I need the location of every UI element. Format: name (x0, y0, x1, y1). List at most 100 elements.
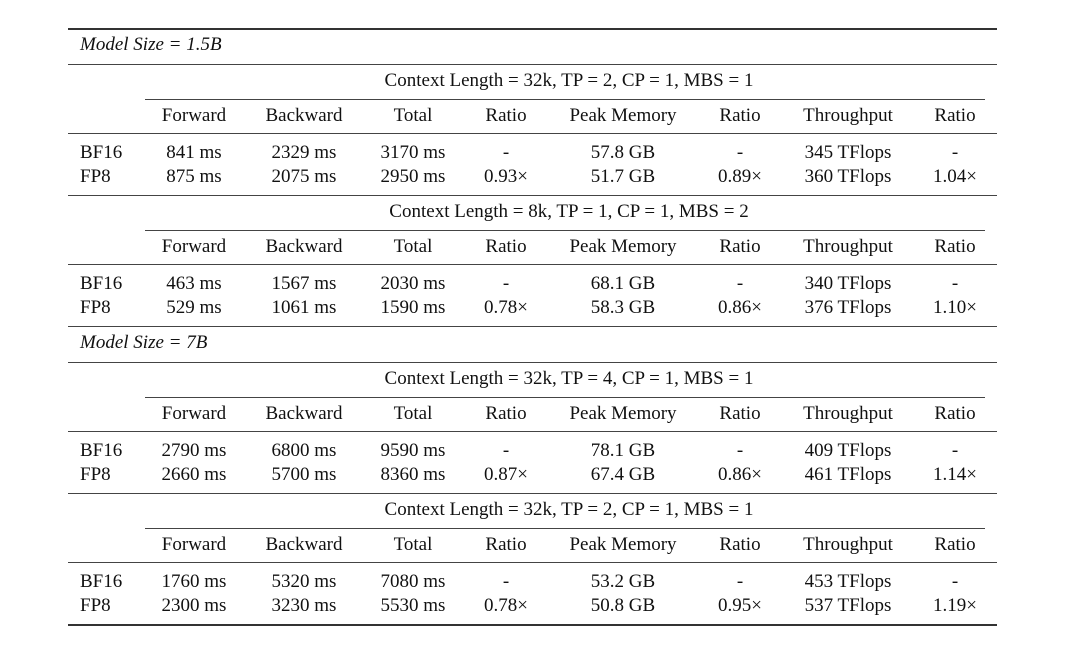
table-cell: 453 TFlops (804, 571, 892, 592)
table-cell: 2030 ms (380, 273, 446, 294)
table-cell: - (502, 440, 510, 461)
table-cell: 3230 ms (271, 595, 337, 616)
table-rule (68, 264, 997, 265)
table-rule (68, 326, 997, 327)
table-cell: 537 TFlops (804, 595, 892, 616)
table-cell: 2660 ms (161, 464, 227, 485)
table-rule (68, 431, 997, 432)
table-cell: 8360 ms (380, 464, 446, 485)
table-cell: - (502, 571, 510, 592)
table-cell: 0.86× (718, 297, 762, 318)
column-header: Ratio (719, 236, 761, 257)
config-heading: Context Length = 8k, TP = 1, CP = 1, MBS… (389, 201, 749, 222)
column-header: Peak Memory (569, 105, 677, 126)
column-header: Ratio (934, 403, 976, 424)
table-cell: 1.10× (933, 297, 977, 318)
table-cell: - (736, 142, 744, 163)
table-rule (68, 362, 997, 363)
table-rule (145, 397, 985, 398)
column-header: Throughput (803, 105, 893, 126)
column-header: Ratio (485, 534, 527, 555)
table-cell: 1590 ms (380, 297, 446, 318)
table-cell: 1.14× (933, 464, 977, 485)
row-label: FP8 (80, 464, 111, 485)
column-header: Ratio (719, 105, 761, 126)
table-cell: 78.1 GB (590, 440, 656, 461)
table-cell: 345 TFlops (804, 142, 892, 163)
table-rule (145, 99, 985, 100)
row-label: BF16 (80, 142, 123, 163)
table-cell: 2300 ms (161, 595, 227, 616)
row-label: BF16 (80, 440, 123, 461)
column-header: Peak Memory (569, 403, 677, 424)
config-heading: Context Length = 32k, TP = 2, CP = 1, MB… (384, 70, 754, 91)
table-cell: 0.87× (484, 464, 528, 485)
table-cell: 529 ms (166, 297, 222, 318)
table-cell: 5700 ms (271, 464, 337, 485)
row-label: BF16 (80, 273, 123, 294)
table-cell: 6800 ms (271, 440, 337, 461)
table-rule (68, 624, 997, 626)
table-cell: 7080 ms (380, 571, 446, 592)
table-cell: 2075 ms (271, 166, 337, 187)
row-label: FP8 (80, 595, 111, 616)
table-cell: - (736, 440, 744, 461)
row-label: FP8 (80, 297, 111, 318)
table-cell: 340 TFlops (804, 273, 892, 294)
table-rule (145, 528, 985, 529)
table-cell: 68.1 GB (590, 273, 656, 294)
table-cell: - (951, 571, 959, 592)
model-size-heading: Model Size = 7B (80, 332, 208, 353)
table-cell: - (502, 142, 510, 163)
table-cell: 463 ms (166, 273, 222, 294)
column-header: Total (393, 236, 433, 257)
table-cell: 0.86× (718, 464, 762, 485)
table-rule (68, 64, 997, 65)
table-rule (68, 28, 997, 30)
table-cell: 51.7 GB (590, 166, 656, 187)
column-header: Ratio (485, 403, 527, 424)
table-cell: 1.19× (933, 595, 977, 616)
column-header: Total (393, 105, 433, 126)
table-cell: 360 TFlops (804, 166, 892, 187)
column-header: Backward (265, 105, 343, 126)
table-cell: - (736, 571, 744, 592)
config-heading: Context Length = 32k, TP = 2, CP = 1, MB… (384, 499, 754, 520)
table-cell: 1760 ms (161, 571, 227, 592)
table-cell: - (951, 142, 959, 163)
table-cell: 67.4 GB (590, 464, 656, 485)
table-rule (68, 562, 997, 563)
column-header: Peak Memory (569, 236, 677, 257)
table-cell: 5320 ms (271, 571, 337, 592)
table-cell: 1567 ms (271, 273, 337, 294)
row-label: FP8 (80, 166, 111, 187)
column-header: Total (393, 403, 433, 424)
column-header: Ratio (934, 105, 976, 126)
table-rule (68, 493, 997, 494)
table-cell: 0.78× (484, 595, 528, 616)
config-heading: Context Length = 32k, TP = 4, CP = 1, MB… (384, 368, 754, 389)
table-cell: 58.3 GB (590, 297, 656, 318)
table-cell: 57.8 GB (590, 142, 656, 163)
table-cell: - (951, 273, 959, 294)
table-cell: 2950 ms (380, 166, 446, 187)
row-label: BF16 (80, 571, 123, 592)
table-cell: 376 TFlops (804, 297, 892, 318)
column-header: Ratio (719, 534, 761, 555)
column-header: Throughput (803, 236, 893, 257)
table-cell: 50.8 GB (590, 595, 656, 616)
table-cell: - (951, 440, 959, 461)
table-cell: 2790 ms (161, 440, 227, 461)
column-header: Ratio (934, 236, 976, 257)
table-cell: 53.2 GB (590, 571, 656, 592)
column-header: Peak Memory (569, 534, 677, 555)
table-cell: 0.95× (718, 595, 762, 616)
column-header: Ratio (719, 403, 761, 424)
table-cell: 0.78× (484, 297, 528, 318)
table-rule (68, 133, 997, 134)
table-cell: 0.89× (718, 166, 762, 187)
table-cell: 0.93× (484, 166, 528, 187)
table-rule (145, 230, 985, 231)
column-header: Total (393, 534, 433, 555)
